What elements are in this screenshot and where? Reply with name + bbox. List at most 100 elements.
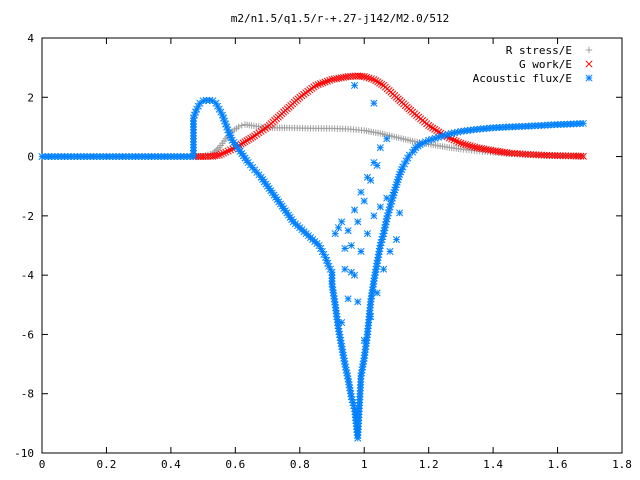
y-tick-label: 2 [27, 91, 34, 104]
data-point [341, 265, 349, 273]
data-point [524, 150, 532, 158]
data-point [213, 151, 221, 160]
data-point [532, 151, 540, 159]
data-point [202, 96, 210, 104]
data-point [367, 75, 376, 83]
data-point [38, 153, 46, 161]
data-point [365, 74, 373, 82]
data-point [425, 121, 433, 129]
data-point [224, 147, 232, 155]
data-point [376, 79, 384, 87]
data-point [339, 348, 347, 356]
data-point [209, 152, 217, 160]
data-point [323, 77, 331, 85]
y-axis: 4 2 0 -2 -4 -6 -8 -10 [14, 32, 622, 460]
data-point [378, 80, 386, 88]
data-point [392, 236, 400, 244]
data-point [541, 121, 549, 129]
data-point [386, 247, 394, 255]
data-point [455, 138, 463, 146]
data-point [464, 141, 472, 149]
data-point [551, 152, 559, 160]
data-point [316, 80, 325, 88]
data-point [370, 99, 378, 107]
data-point [222, 148, 230, 156]
data-point [396, 209, 404, 217]
legend-marker [585, 74, 593, 82]
data-point [360, 197, 368, 205]
x-tick-label: 0.8 [290, 458, 310, 471]
data-point [326, 76, 334, 84]
legend-label: R stress/E [506, 44, 572, 57]
data-point [367, 313, 375, 321]
data-point [468, 142, 476, 150]
data-point [471, 143, 479, 151]
data-point [360, 72, 368, 81]
data-point [429, 124, 437, 132]
data-point [374, 78, 382, 86]
data-point [579, 119, 587, 127]
plot-area [38, 72, 587, 442]
y-tick-label: 0 [27, 151, 34, 164]
x-tick-label: 1 [361, 458, 368, 471]
data-point [357, 188, 365, 196]
data-point [217, 150, 225, 158]
data-point [67, 153, 75, 161]
data-point [545, 151, 554, 159]
x-tick-label: 0.6 [225, 458, 245, 471]
data-point [433, 127, 441, 135]
data-point [215, 151, 223, 159]
data-point [131, 153, 139, 161]
data-point [125, 153, 133, 161]
data-point [351, 81, 359, 89]
data-point [351, 206, 359, 214]
data-point [157, 153, 165, 161]
y-tick-label: -4 [21, 269, 35, 282]
data-point [535, 151, 543, 159]
series-3 [38, 81, 587, 442]
series-2 [189, 72, 587, 161]
data-point [212, 147, 220, 154]
data-point [579, 152, 587, 160]
data-point [334, 224, 342, 232]
data-point [562, 152, 570, 160]
x-tick-label: 0.2 [97, 458, 117, 471]
data-point [61, 153, 69, 161]
data-point [363, 73, 371, 81]
data-point [508, 149, 516, 157]
data-point [219, 149, 228, 157]
data-point [372, 77, 380, 85]
data-point [373, 161, 381, 170]
data-point [86, 153, 94, 161]
data-point [548, 151, 556, 160]
data-point [247, 134, 255, 142]
data-point [249, 133, 257, 141]
data-point [319, 79, 327, 87]
data-point [109, 153, 117, 161]
data-point [96, 153, 104, 161]
data-point [528, 122, 536, 130]
data-point [354, 298, 362, 306]
data-point [363, 230, 371, 238]
data-point [450, 136, 458, 144]
data-point [499, 123, 507, 131]
data-point [516, 150, 524, 158]
data-point [564, 152, 572, 160]
data-point [543, 151, 551, 159]
data-point [461, 140, 470, 149]
data-point [341, 244, 349, 253]
data-point [566, 120, 574, 128]
data-point [513, 150, 521, 158]
data-point [519, 150, 527, 158]
data-point [383, 135, 391, 143]
data-point [511, 149, 519, 157]
data-point [375, 250, 383, 258]
data-point [354, 218, 362, 226]
data-point [338, 319, 346, 327]
x-tick-label: 0 [39, 458, 46, 471]
y-tick-label: -6 [21, 328, 34, 341]
data-point [315, 241, 323, 250]
data-point [347, 241, 355, 250]
data-point [44, 153, 52, 161]
data-point [317, 244, 325, 253]
